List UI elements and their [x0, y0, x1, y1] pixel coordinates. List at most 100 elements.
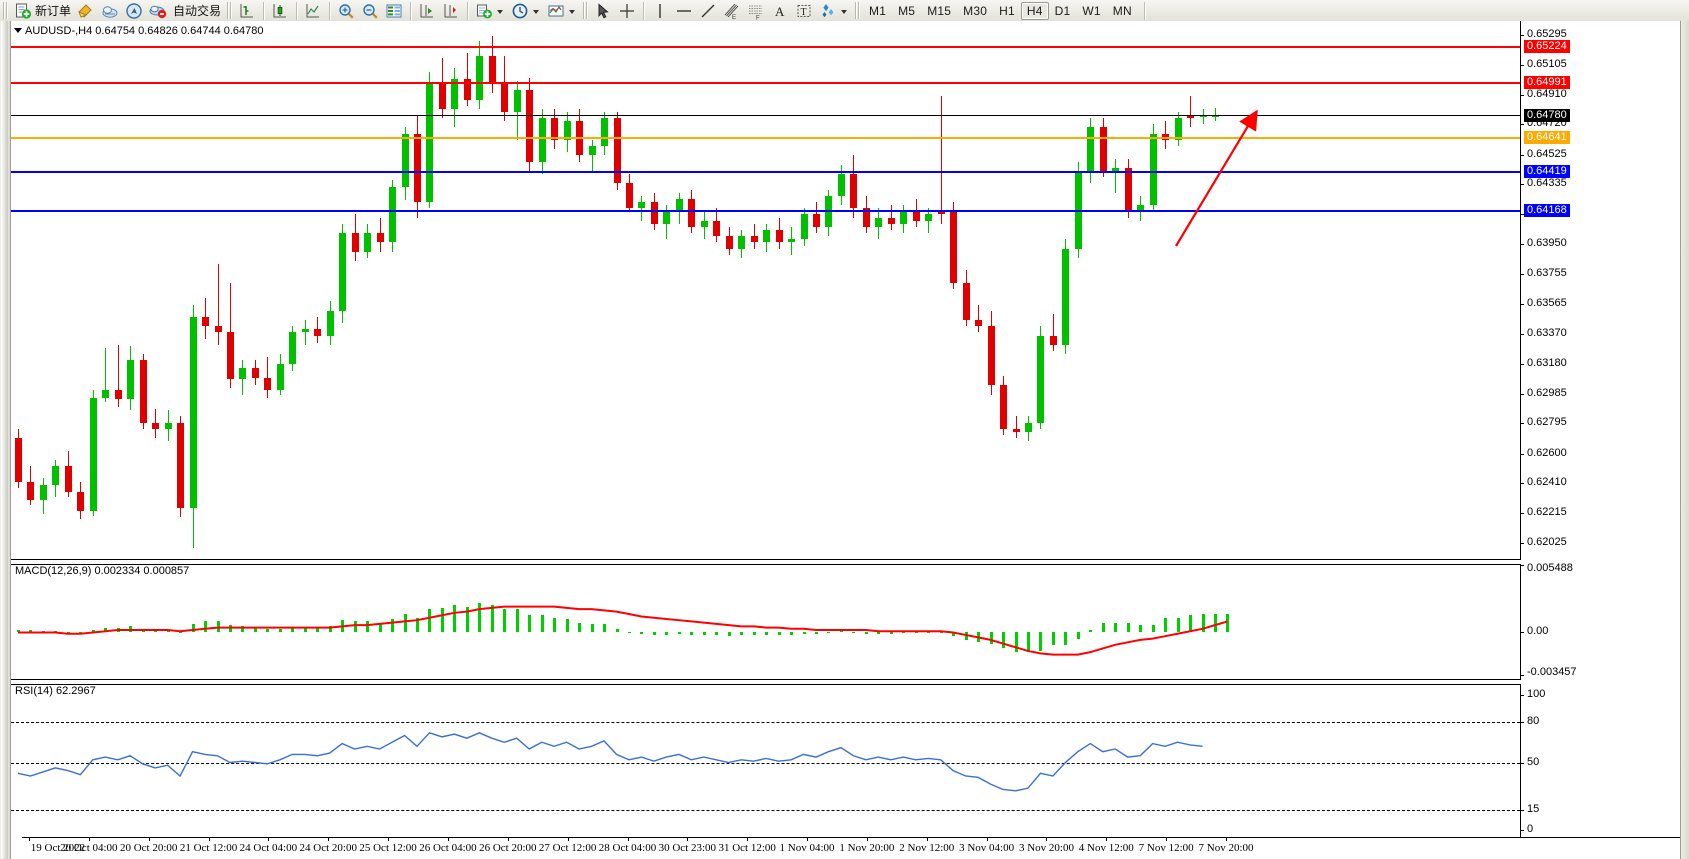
chart-area[interactable]: AUDUSD-,H4 0.64754 0.64826 0.64744 0.647… [0, 21, 1689, 859]
time-tick [687, 838, 689, 841]
pane-splitter[interactable] [11, 559, 1521, 565]
price-tick-label: 0.65295 [1527, 28, 1567, 41]
vertical-line-button[interactable] [648, 1, 672, 21]
rsi-pane[interactable]: RSI(14) 62.2967 100 80 50 15 0 [11, 683, 1689, 838]
price-tick [1520, 213, 1524, 215]
market-watch-button[interactable] [146, 1, 170, 21]
time-tick [268, 838, 270, 841]
horizontal-line-icon [675, 2, 693, 20]
candle-body [326, 310, 334, 336]
timeframe-m15[interactable]: M15 [927, 3, 952, 18]
shapes-button[interactable] [816, 1, 852, 21]
candlestick-chart-button[interactable] [268, 1, 292, 21]
right-scrollbar[interactable] [1680, 21, 1689, 859]
price-pane[interactable]: AUDUSD-,H4 0.64754 0.64826 0.64744 0.647… [11, 21, 1689, 559]
price-tick-label: 0.63370 [1527, 327, 1567, 340]
metaeditor-button[interactable] [74, 1, 98, 21]
text-label-button[interactable]: T [792, 1, 816, 21]
data-window-button[interactable] [382, 1, 406, 21]
macd-histogram-bar [927, 632, 931, 634]
macd-histogram-bar [1126, 622, 1130, 633]
price-level-line-resistance-1[interactable] [11, 82, 1520, 85]
rsi-line [17, 731, 1203, 792]
text-button[interactable]: A [768, 1, 792, 21]
macd-histogram-bar [790, 632, 794, 635]
timeframe-mn[interactable]: MN [1112, 3, 1132, 18]
trendline-button[interactable] [696, 1, 720, 21]
indicators-button[interactable] [472, 1, 508, 21]
toolbar-grip-2[interactable] [227, 2, 233, 19]
price-tick-label: 0.62600 [1527, 446, 1567, 459]
scrollbar-thumb[interactable] [1, 21, 8, 859]
indicators-dropdown-caret[interactable] [497, 9, 504, 14]
auto-scroll-button[interactable] [439, 1, 463, 21]
price-level-line-resistance-2[interactable] [11, 46, 1520, 49]
templates-button[interactable] [544, 1, 580, 21]
zoom-in-button[interactable] [334, 1, 358, 21]
candle-body [251, 368, 259, 378]
candle-body [788, 239, 796, 243]
timeframe-m5[interactable]: M5 [898, 3, 916, 18]
periods-dropdown-caret[interactable] [533, 9, 540, 14]
left-scrollbar[interactable] [0, 21, 11, 859]
expert-advisors-button[interactable] [98, 1, 122, 21]
macd-histogram-bar [291, 627, 295, 633]
fibonacci-button[interactable]: F [744, 1, 768, 21]
timeframe-d1[interactable]: D1 [1054, 3, 1071, 18]
timeframe-h1[interactable]: H1 [999, 3, 1015, 18]
candle-body [1062, 248, 1070, 345]
candle-wick [1190, 96, 1192, 128]
crosshair-button[interactable] [615, 1, 639, 21]
text-icon: A [771, 2, 789, 20]
toolbar-grip[interactable] [3, 2, 8, 19]
candle-body [1012, 428, 1020, 432]
macd-histogram-bar [727, 632, 731, 637]
shapes-dropdown-caret[interactable] [841, 9, 848, 14]
svg-text:E: E [732, 15, 736, 21]
bar-chart-button[interactable] [235, 1, 259, 21]
indicators-icon [475, 2, 493, 20]
macd-histogram-bar [777, 632, 781, 635]
candle-body [27, 481, 35, 501]
macd-histogram-bar [864, 632, 868, 634]
pane-splitter[interactable] [11, 679, 1521, 685]
macd-histogram-bar [266, 628, 270, 633]
templates-dropdown-caret[interactable] [569, 9, 576, 14]
time-axis-label: 30 Oct 23:00 [658, 842, 717, 854]
price-level-line-pivot[interactable] [11, 136, 1520, 139]
macd-tick-label: 0.00 [1527, 625, 1549, 638]
timeframe-h4[interactable]: H4 [1020, 1, 1049, 20]
macd-pane[interactable]: MACD(12,26,9) 0.002334 0.000857 0.005488 0… [11, 563, 1689, 679]
periods-button[interactable] [508, 1, 544, 21]
autotrading-button[interactable]: 自动交易 [170, 1, 224, 21]
price-level-line-current-price[interactable] [11, 115, 1520, 117]
macd-histogram-bar [715, 632, 719, 635]
zoom-out-button[interactable] [358, 1, 382, 21]
toolbar-grip-3[interactable] [583, 2, 589, 19]
macd-histogram-bar [378, 622, 382, 633]
price-level-line-support-2[interactable] [11, 210, 1520, 213]
equidistant-channel-button[interactable]: E [720, 1, 744, 21]
timeframe-m1[interactable]: M1 [869, 3, 887, 18]
candle-body [638, 202, 646, 209]
timeframe-w1[interactable]: W1 [1082, 3, 1101, 18]
price-level-line-support-1[interactable] [11, 171, 1520, 174]
candle-body [601, 118, 609, 147]
time-axis[interactable]: 19 Oct 2022 20 Oct 04:00 20 Oct 20:00 21 Oc… [22, 837, 1680, 859]
macd-tick-label: 0.005488 [1527, 562, 1573, 574]
navigator-button[interactable] [122, 1, 146, 21]
new-order-button[interactable]: 新订单 [11, 1, 74, 21]
chart-plot[interactable]: AUDUSD-,H4 0.64754 0.64826 0.64744 0.647… [11, 21, 1689, 859]
cursor-button[interactable] [591, 1, 615, 21]
candle-body [950, 211, 958, 283]
candle-body [1099, 127, 1107, 171]
price-tick [1520, 124, 1524, 126]
triangle-down-icon[interactable] [14, 28, 22, 33]
candle-body [1149, 133, 1157, 206]
timeframe-m30[interactable]: M30 [963, 3, 988, 18]
horizontal-line-button[interactable] [672, 1, 696, 21]
macd-histogram-bar [328, 626, 332, 633]
chart-shift-button[interactable] [415, 1, 439, 21]
line-chart-button[interactable] [301, 1, 325, 21]
toolbar-grip-4[interactable] [855, 2, 861, 19]
